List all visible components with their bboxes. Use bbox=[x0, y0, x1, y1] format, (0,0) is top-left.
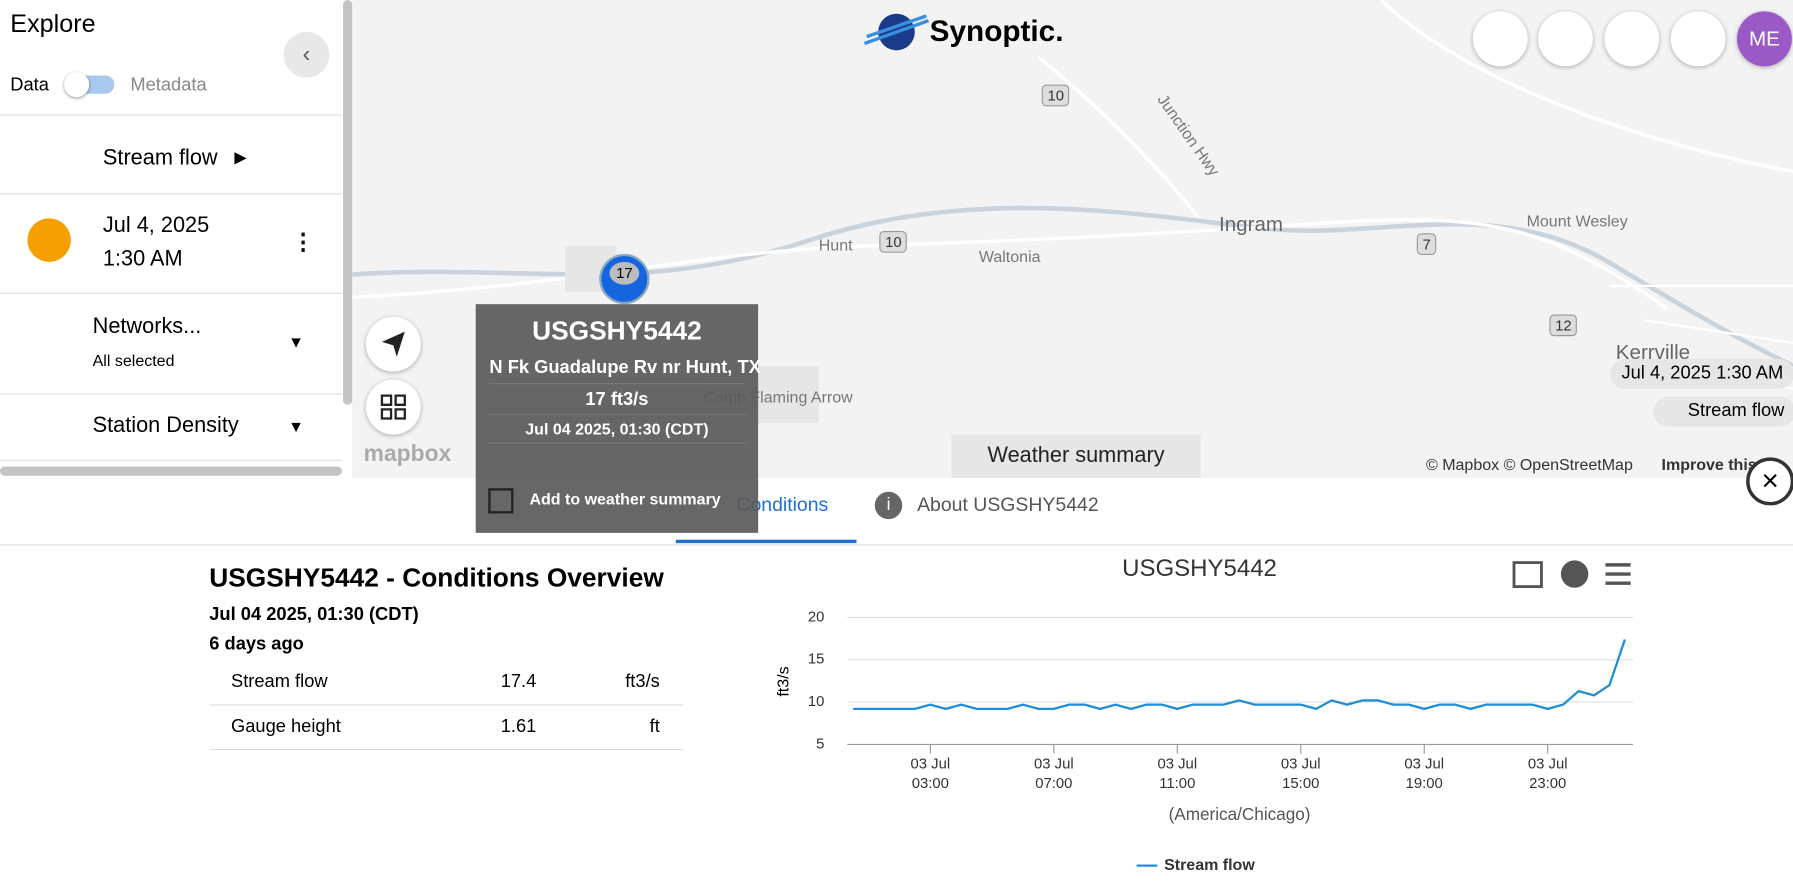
icon bbox=[381, 331, 405, 357]
user-avatar[interactable]: ME bbox=[1736, 11, 1792, 67]
popup-station: USGSHY5442 bbox=[532, 315, 702, 346]
chart-title: USGSHY5442 bbox=[1122, 555, 1277, 582]
tab-divider bbox=[0, 544, 1793, 546]
improve-link[interactable]: Improve this bbox=[1661, 455, 1757, 474]
marker-value: 17 bbox=[609, 261, 640, 285]
popup: USGSHY5442 N Fk Guadalupe Rv nr Hunt, TX… bbox=[475, 304, 761, 533]
refresh-button[interactable] bbox=[1472, 11, 1528, 67]
weather-summary-button[interactable]: Weather summary bbox=[951, 434, 1201, 478]
table-cell: 1.61 bbox=[500, 716, 537, 737]
road-shield: 7 bbox=[1416, 233, 1437, 256]
row-divider bbox=[209, 704, 683, 706]
sidebar-title: Explore bbox=[10, 9, 96, 38]
locate-button[interactable] bbox=[365, 316, 421, 372]
table-cell: Gauge height bbox=[230, 716, 341, 737]
logo-icon bbox=[863, 13, 930, 51]
time-badge: Jul 4, 2025 1:30 AM bbox=[1610, 359, 1793, 389]
grid-button[interactable] bbox=[365, 379, 421, 435]
collapse-button[interactable]: ‹ bbox=[283, 32, 330, 78]
networks: Networks... bbox=[92, 314, 202, 339]
legend-label: Stream flow bbox=[1164, 857, 1255, 874]
table-cell: ft bbox=[649, 716, 660, 737]
map-label: Ingram bbox=[1218, 212, 1284, 236]
arrow: ▶ bbox=[234, 147, 247, 166]
y-tick-label: 15 bbox=[808, 652, 825, 668]
road-shield: 12 bbox=[1549, 314, 1578, 337]
attribution: © Mapbox © OpenStreetMap bbox=[1425, 455, 1633, 474]
overview-title: USGSHY5442 - Conditions Overview bbox=[209, 562, 664, 593]
arrow: ▼ bbox=[288, 332, 305, 352]
table-cell: Stream flow bbox=[230, 672, 328, 692]
table-cell: ft3/s bbox=[625, 672, 660, 692]
time-row[interactable]: Jul 4, 2025 1:30 AM ⋮ bbox=[0, 193, 342, 294]
icon bbox=[380, 394, 406, 420]
brand: Synoptic. bbox=[929, 13, 1064, 49]
road-shield: 10 bbox=[1041, 84, 1070, 107]
variable-row[interactable]: Stream flow ▶ bbox=[0, 114, 342, 195]
x-tick-label: 03 Jul 11:00 bbox=[1157, 754, 1198, 792]
tab-indicator bbox=[675, 539, 857, 544]
overview-ago: 6 days ago bbox=[209, 634, 304, 655]
checkbox[interactable] bbox=[488, 488, 514, 514]
map-label: Waltonia bbox=[978, 246, 1041, 266]
map-label: Mount Wesley bbox=[1526, 211, 1628, 230]
row-divider bbox=[209, 748, 683, 751]
popup-time: Jul 04 2025, 01:30 (CDT) bbox=[487, 415, 747, 444]
tab[interactable]: Conditions bbox=[736, 493, 829, 516]
feedback-button[interactable] bbox=[1538, 11, 1593, 67]
toggle-label: Data bbox=[10, 75, 49, 95]
variable: Stream flow bbox=[102, 146, 218, 171]
tab[interactable]: About USGSHY5442 bbox=[917, 493, 1099, 516]
density-row[interactable]: Station Density ▼ bbox=[0, 395, 342, 461]
map-label: Kerrville bbox=[1615, 340, 1691, 364]
arrow: ▼ bbox=[288, 417, 305, 436]
table-icon[interactable] bbox=[1512, 561, 1543, 589]
popup-value: 17 ft3/s bbox=[487, 387, 747, 416]
line-series bbox=[853, 639, 1626, 711]
close-button[interactable]: × bbox=[1746, 457, 1793, 506]
checkbox-label: Add to weather summary bbox=[529, 489, 721, 508]
sidebar: Explore ‹ Data Metadata Stream flow ▶ Ju… bbox=[0, 0, 342, 478]
settings-button[interactable] bbox=[1670, 11, 1726, 67]
download-icon[interactable] bbox=[1560, 560, 1589, 588]
info-icon: i bbox=[874, 491, 903, 520]
history-icon bbox=[27, 218, 71, 262]
station-marker[interactable]: 17 bbox=[599, 253, 650, 305]
density: Station Density bbox=[92, 413, 239, 438]
y-tick-label: 20 bbox=[808, 609, 825, 625]
scrollbar bbox=[343, 0, 353, 405]
time: 1:30 AM bbox=[102, 246, 183, 272]
x-tick-label: 03 Jul 03:00 bbox=[910, 754, 951, 792]
menu-icon[interactable] bbox=[1605, 563, 1631, 585]
map-label: Hunt bbox=[818, 235, 853, 254]
x-tick-label: 03 Jul 19:00 bbox=[1404, 754, 1445, 792]
variable-badge: Stream flow bbox=[1653, 396, 1793, 427]
scrollbar bbox=[0, 466, 342, 476]
favorite-button[interactable] bbox=[1604, 11, 1660, 67]
networks-row[interactable]: Networks... All selected ▼ bbox=[0, 294, 342, 395]
y-axis-label: ft3/s bbox=[776, 666, 793, 696]
x-tick-label: 03 Jul 07:00 bbox=[1033, 754, 1074, 792]
y-tick-label: 10 bbox=[808, 694, 825, 710]
menu[interactable]: ⋮ bbox=[291, 229, 315, 256]
popup-name: N Fk Guadalupe Rv nr Hunt, TX bbox=[489, 353, 761, 385]
date: Jul 4, 2025 bbox=[102, 213, 210, 238]
x-axis-label: (America/Chicago) bbox=[1169, 804, 1311, 824]
networks-sub: All selected bbox=[92, 351, 175, 370]
mapbox-logo: mapbox bbox=[363, 441, 452, 467]
overview-time: Jul 04 2025, 01:30 (CDT) bbox=[209, 604, 419, 625]
toggle-label: Metadata bbox=[130, 75, 207, 95]
x-tick-label: 03 Jul 15:00 bbox=[1280, 754, 1321, 792]
table-cell: 17.4 bbox=[500, 672, 537, 692]
toggle[interactable] bbox=[64, 72, 115, 98]
x-tick-label: 03 Jul 23:00 bbox=[1527, 754, 1568, 792]
y-tick-label: 5 bbox=[816, 736, 824, 752]
road-shield: 10 bbox=[879, 230, 908, 253]
